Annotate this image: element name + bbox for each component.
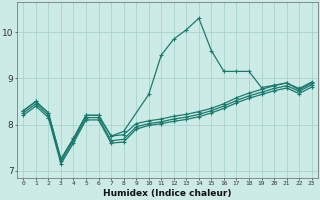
X-axis label: Humidex (Indice chaleur): Humidex (Indice chaleur) xyxy=(103,189,232,198)
